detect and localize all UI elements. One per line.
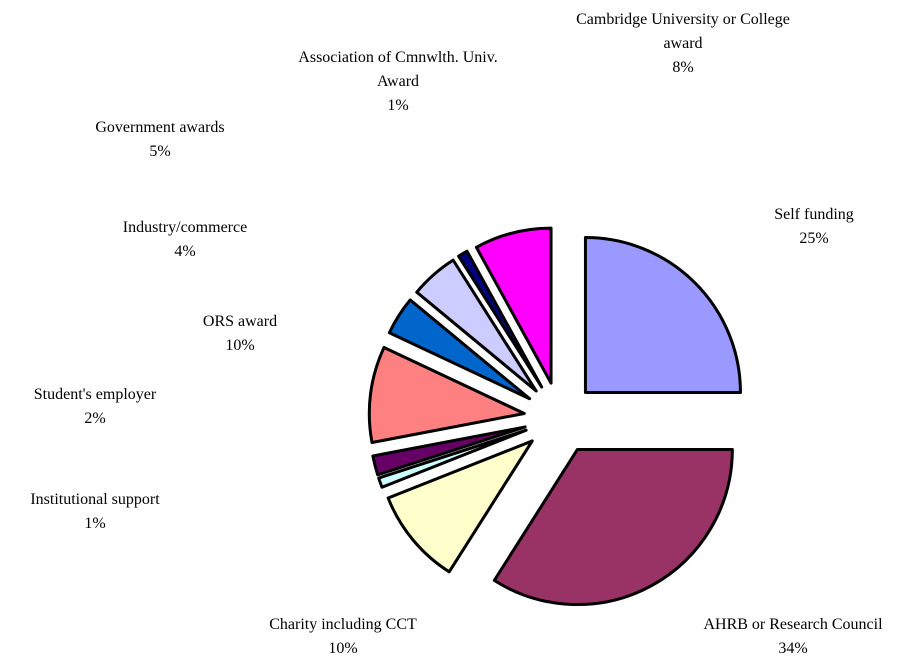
slice-name: Institutional support [30, 491, 160, 508]
slice-name: Government awards [95, 119, 225, 136]
slice-label: Institutional support 1% [0, 488, 245, 536]
slice-name: Association of Cmnwlth. Univ. Award [298, 49, 498, 90]
slice-label: ORS award 10% [90, 310, 390, 358]
slice-name: Student's employer [33, 386, 157, 403]
slice-label: Government awards 5% [10, 116, 310, 164]
slice-name: AHRB or Research Council [703, 616, 883, 633]
slice-label: Industry/commerce 4% [35, 216, 335, 264]
pie-slice [415, 258, 538, 393]
slice-name: Self funding [774, 206, 854, 223]
slice-name: Cambridge University or College award [576, 11, 790, 52]
slice-value: 8% [672, 59, 694, 76]
slice-value: 5% [149, 143, 171, 160]
slice-value: 10% [225, 337, 255, 354]
slice-label: Charity including CCT 10% [193, 613, 493, 658]
slice-value: 1% [387, 97, 409, 114]
slice-label: Self funding 25% [714, 203, 914, 251]
slice-value: 4% [174, 243, 196, 260]
pie-slice [386, 439, 534, 574]
slice-value: 2% [84, 410, 106, 427]
slice-label: Student's employer 2% [0, 383, 245, 431]
slice-name: ORS award [202, 313, 278, 330]
slice-label: AHRB or Research Council 34% [643, 613, 918, 658]
slice-value: 25% [799, 230, 829, 247]
pie-slice [387, 298, 532, 401]
pie-slice [367, 345, 526, 445]
slice-name: Industry/commerce [122, 219, 248, 236]
pie-slice [377, 428, 528, 489]
pie-slice [457, 249, 544, 389]
slice-value: 34% [778, 640, 808, 657]
slice-value: 1% [84, 515, 106, 532]
slice-name: Charity including CCT [269, 616, 417, 633]
pie-slice [583, 236, 742, 395]
slice-label: Association of Cmnwlth. Univ. Award 1% [298, 46, 498, 118]
slice-value: 10% [328, 640, 358, 657]
pie-slice [492, 448, 734, 606]
pie-slice [371, 425, 527, 477]
pie-slice [474, 226, 553, 385]
slice-label: Cambridge University or College award 8% [573, 8, 793, 80]
